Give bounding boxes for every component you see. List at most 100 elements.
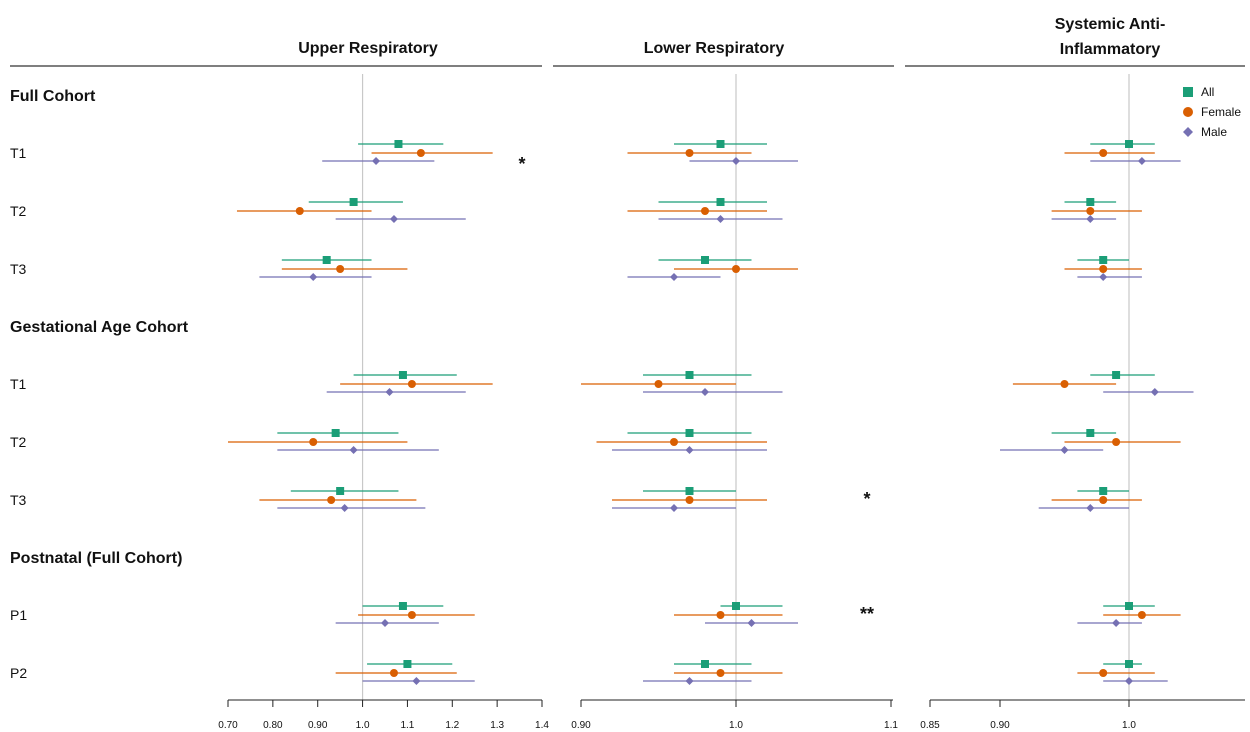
- point-female: [732, 265, 740, 273]
- row-label: T3: [10, 492, 27, 508]
- point-female: [1137, 611, 1146, 619]
- point-female: [1099, 669, 1108, 677]
- point-female: [416, 149, 425, 157]
- x-tick-label: 1.3: [490, 720, 504, 731]
- point-all: [1125, 602, 1133, 610]
- legend-swatch-male: [1183, 127, 1193, 137]
- point-all: [1099, 487, 1108, 495]
- point-female: [685, 149, 694, 157]
- point-female: [685, 496, 694, 504]
- point-male: [340, 504, 349, 512]
- point-all: [1099, 256, 1108, 264]
- point-all: [732, 602, 740, 610]
- row-label: P1: [10, 607, 27, 623]
- point-all: [1086, 429, 1095, 437]
- legend-label: Female: [1201, 105, 1241, 119]
- point-female: [309, 438, 318, 446]
- point-male: [309, 273, 318, 281]
- x-tick-label: 1.4: [535, 720, 549, 731]
- point-male: [670, 504, 678, 512]
- point-male: [716, 215, 725, 223]
- point-male: [1150, 388, 1159, 396]
- point-male: [1112, 619, 1121, 627]
- x-tick-label: 1.0: [1122, 720, 1136, 731]
- point-all: [1125, 660, 1133, 668]
- point-all: [1086, 198, 1095, 206]
- significance-marker: **: [860, 604, 874, 624]
- row-label: T3: [10, 261, 27, 277]
- point-all: [1125, 140, 1133, 148]
- point-all: [685, 487, 694, 495]
- point-all: [322, 256, 331, 264]
- row-label: T2: [10, 203, 27, 219]
- point-all: [403, 660, 412, 668]
- significance-marker: *: [863, 489, 870, 509]
- point-female: [1060, 380, 1069, 388]
- point-female: [701, 207, 709, 215]
- point-male: [685, 677, 694, 685]
- x-tick-label: 1.0: [356, 720, 370, 731]
- point-female: [1086, 207, 1095, 215]
- point-male: [1060, 446, 1069, 454]
- legend-label: All: [1201, 85, 1214, 99]
- x-tick-label: 0.90: [571, 720, 591, 731]
- x-tick-label: 0.85: [920, 720, 940, 731]
- point-all: [716, 198, 725, 206]
- point-female: [336, 265, 345, 273]
- point-all: [398, 602, 407, 610]
- point-all: [398, 371, 407, 379]
- point-female: [1099, 149, 1108, 157]
- x-tick-label: 0.90: [308, 720, 328, 731]
- point-all: [394, 140, 403, 148]
- x-tick-label: 1.1: [400, 720, 414, 731]
- point-female: [1112, 438, 1121, 446]
- section-label: Postnatal (Full Cohort): [10, 550, 182, 567]
- panel-title: Systemic Anti-: [1055, 16, 1166, 33]
- x-tick-label: 1.2: [445, 720, 459, 731]
- legend-swatch-female: [1183, 107, 1193, 117]
- point-male: [381, 619, 389, 627]
- x-tick-label: 0.80: [263, 720, 283, 731]
- point-female: [716, 611, 725, 619]
- point-female: [327, 496, 336, 504]
- point-female: [407, 611, 416, 619]
- point-male: [349, 446, 358, 454]
- point-all: [331, 429, 340, 437]
- point-male: [372, 157, 381, 165]
- row-label: T1: [10, 376, 27, 392]
- point-all: [685, 371, 694, 379]
- point-male: [1137, 157, 1146, 165]
- point-male: [1125, 677, 1133, 685]
- x-tick-label: 0.90: [990, 720, 1010, 731]
- panel-title: Inflammatory: [1060, 41, 1161, 58]
- point-male: [1099, 273, 1108, 281]
- x-tick-label: 1.0: [729, 720, 743, 731]
- point-female: [407, 380, 416, 388]
- point-female: [670, 438, 678, 446]
- point-male: [732, 157, 740, 165]
- point-female: [654, 380, 663, 388]
- section-label: Full Cohort: [10, 88, 96, 105]
- point-all: [336, 487, 345, 495]
- row-label: T1: [10, 145, 27, 161]
- point-male: [670, 273, 678, 281]
- point-all: [701, 256, 709, 264]
- point-male: [747, 619, 756, 627]
- point-male: [389, 215, 398, 223]
- point-all: [1112, 371, 1121, 379]
- point-male: [701, 388, 709, 396]
- point-female: [1099, 265, 1108, 273]
- point-female: [1099, 496, 1108, 504]
- x-tick-label: 1.1: [884, 720, 898, 731]
- significance-marker: *: [518, 154, 525, 174]
- row-label: P2: [10, 665, 27, 681]
- point-all: [685, 429, 694, 437]
- point-all: [701, 660, 709, 668]
- point-male: [385, 388, 394, 396]
- point-all: [349, 198, 358, 206]
- point-female: [295, 207, 304, 215]
- point-all: [716, 140, 725, 148]
- legend-swatch-all: [1183, 87, 1193, 97]
- point-male: [1086, 504, 1095, 512]
